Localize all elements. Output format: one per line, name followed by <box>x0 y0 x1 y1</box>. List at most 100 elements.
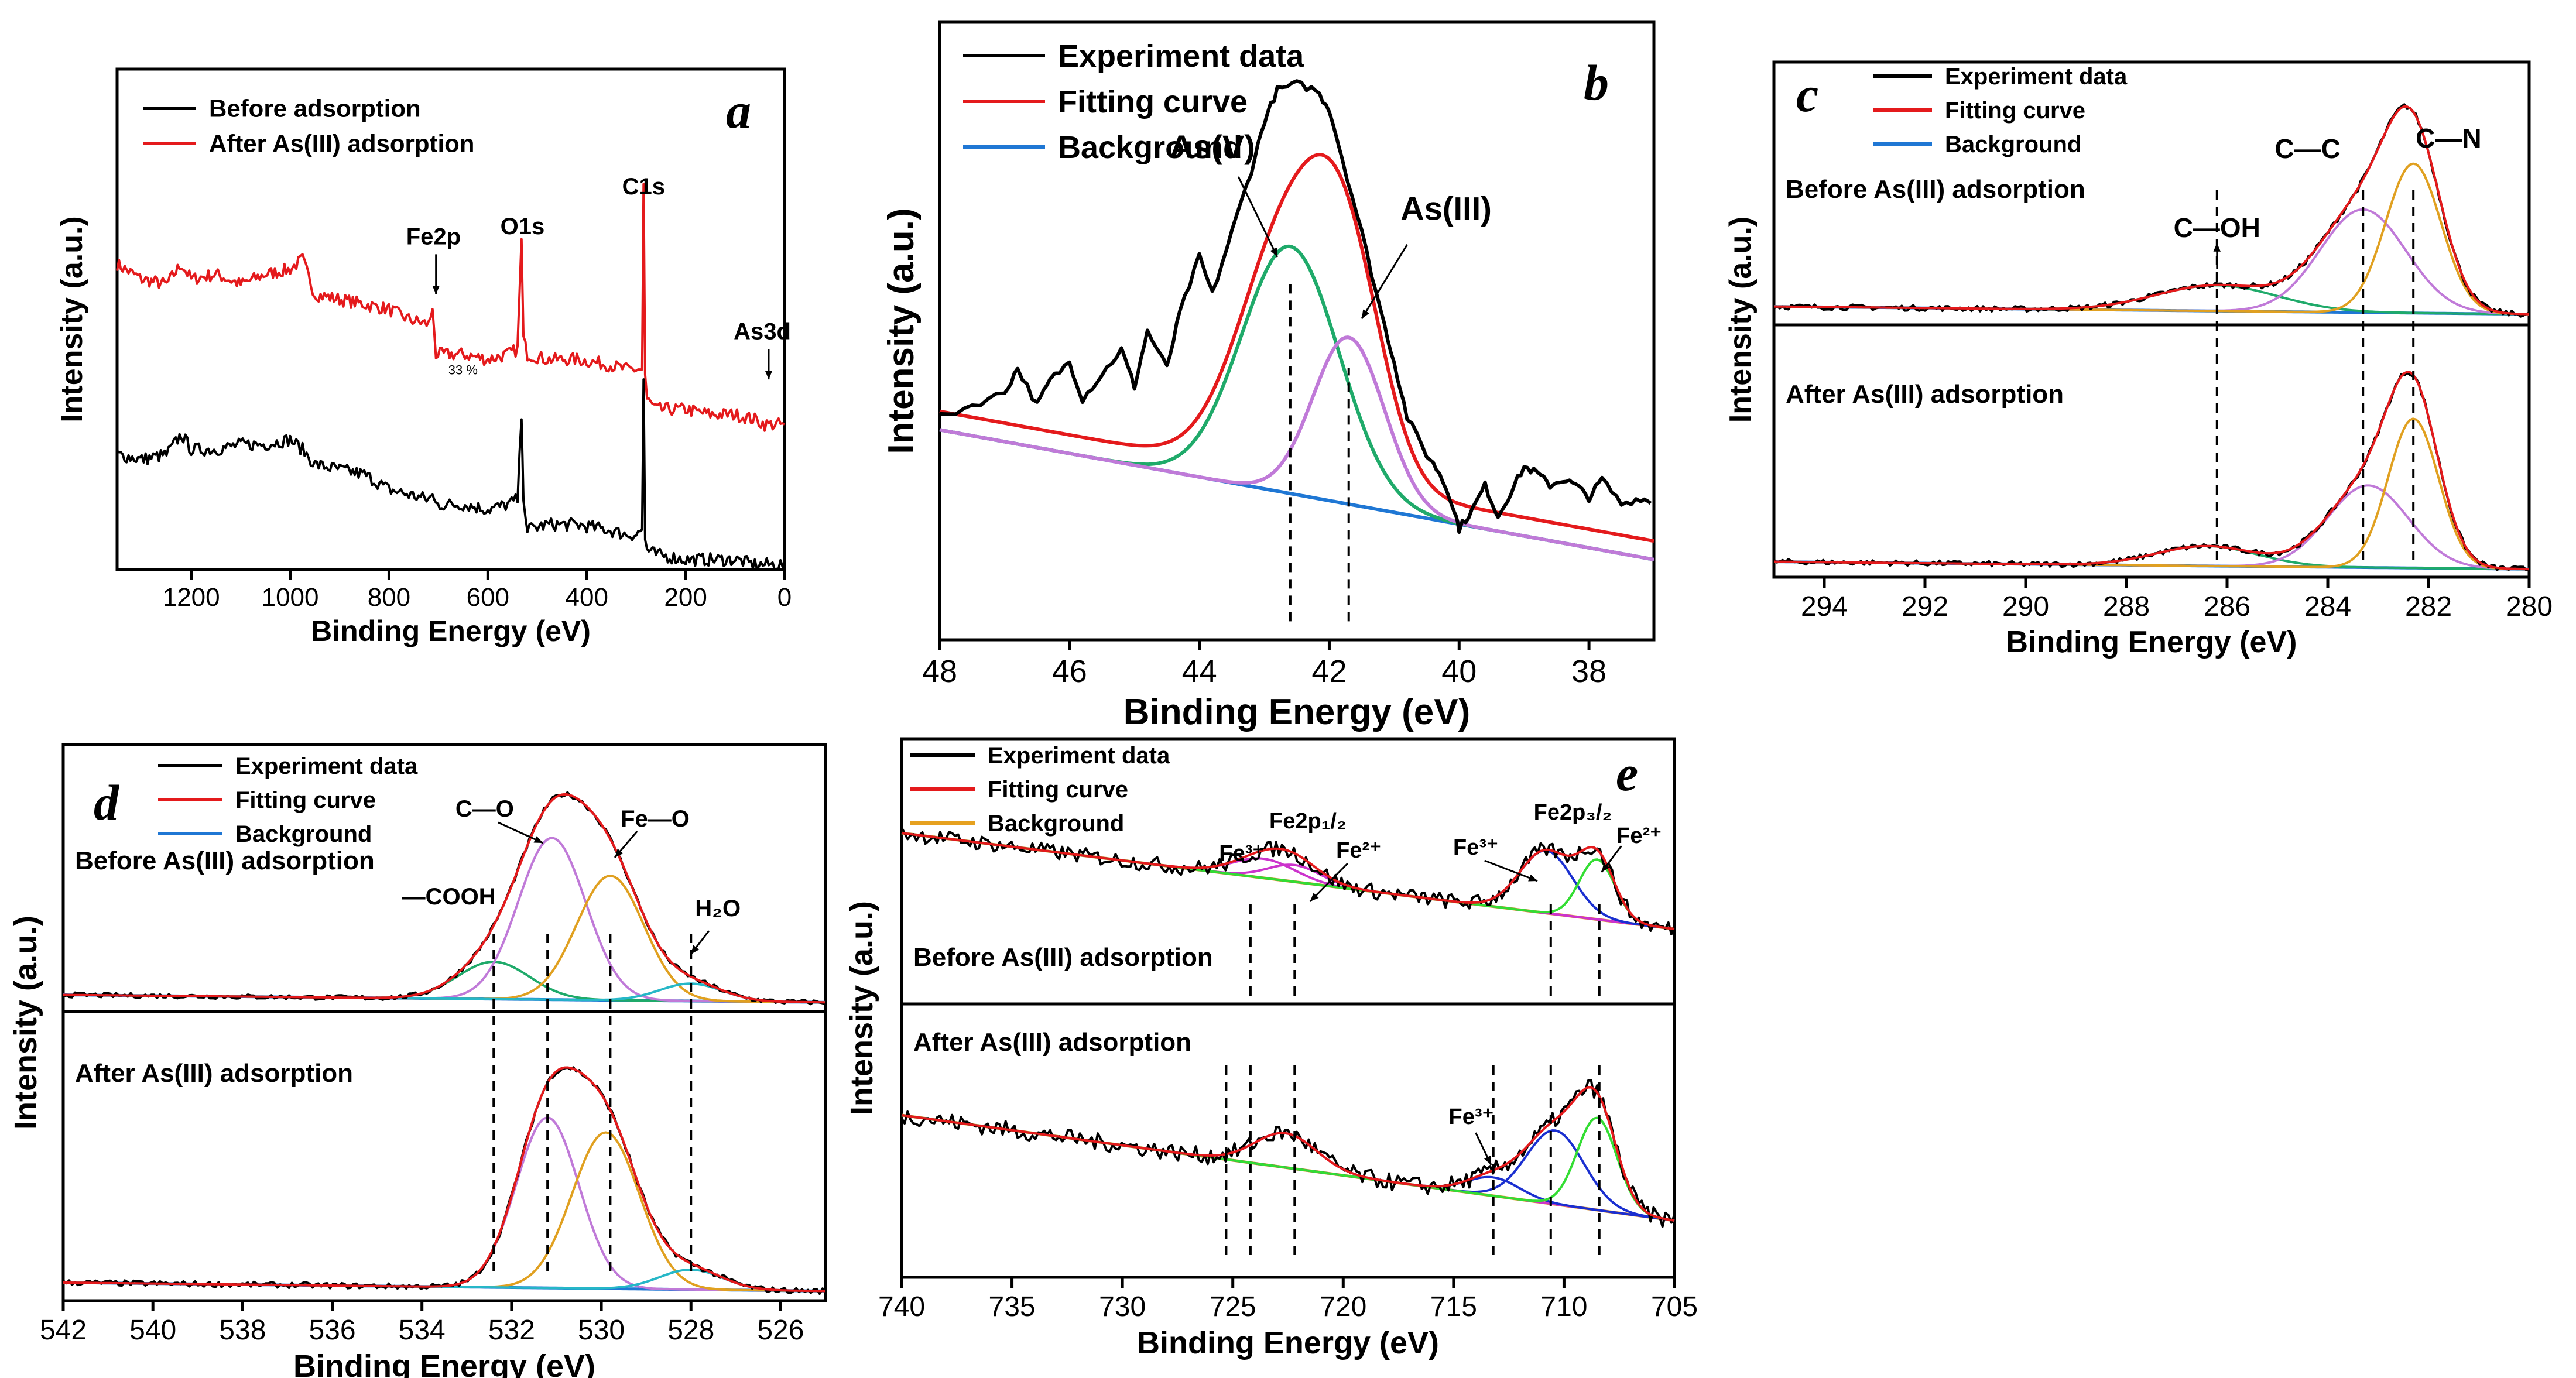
arrow-head <box>691 945 700 954</box>
legend-entry: Before adsorption <box>209 95 421 122</box>
peak-annotation: Fe2p <box>406 224 461 249</box>
peak-annotation: Fe2p₁/₂ <box>1269 809 1347 834</box>
x-tick-label: 200 <box>664 583 707 612</box>
x-tick-label: 44 <box>1182 654 1217 689</box>
component-peak <box>1773 208 2530 316</box>
peak-annotation: H₂O <box>695 896 741 921</box>
x-tick-label: 48 <box>922 654 957 689</box>
y-axis-label: Intensity (a.u.) <box>55 216 89 422</box>
panel-e: 740 735 730 725 720 715 710 705 Binding Energy (… <box>844 737 1698 1360</box>
panel-label: d <box>94 774 120 831</box>
component-peak <box>63 1116 825 1293</box>
legend-entry: Fitting curve <box>1058 84 1248 119</box>
subplot-label: Before As(III) adsorption <box>1786 175 2085 204</box>
x-axis-label: Binding Energy (eV) <box>1137 1325 1439 1360</box>
arrow-head <box>1310 893 1319 901</box>
peak-annotation: Fe2p₃/₂ <box>1534 800 1612 825</box>
subplot-label: Before As(III) adsorption <box>913 943 1213 972</box>
peak-annotation: C—C <box>2274 133 2340 164</box>
x-tick-label: 280 <box>2506 591 2553 622</box>
legend-entry: Background <box>988 811 1124 837</box>
component-peak <box>939 335 1654 561</box>
peak-annotation: Fe³⁺ <box>1453 835 1498 860</box>
arrow-head <box>2213 243 2221 252</box>
x-tick-label: 725 <box>1210 1291 1256 1322</box>
x-tick-label: 526 <box>757 1315 804 1346</box>
x-tick-label: 284 <box>2304 591 2351 622</box>
arrow-head <box>1361 309 1369 319</box>
x-tick-label: 532 <box>488 1315 535 1346</box>
legend-entry: Fitting curve <box>1945 98 2085 124</box>
experiment-line <box>900 1079 1676 1228</box>
panel-b-frame <box>938 20 1656 642</box>
panel-c-frame <box>1772 60 2531 579</box>
x-tick-label: 538 <box>219 1315 266 1346</box>
x-tick-label: 1200 <box>163 583 220 612</box>
panel-d-frame <box>61 743 827 1302</box>
x-tick-label: 540 <box>129 1315 176 1346</box>
peak-annotation: As(III) <box>1400 190 1492 227</box>
x-tick-label: 530 <box>578 1315 625 1346</box>
x-axis-label: Binding Energy (eV) <box>1123 692 1470 732</box>
peak-annotation: C—OH <box>2174 212 2260 243</box>
peak-annotation: As(V) <box>1170 128 1255 165</box>
peak-annotation: C1s <box>622 174 665 200</box>
x-tick-label: 800 <box>368 583 410 612</box>
experiment-line <box>62 1066 827 1295</box>
series-line <box>116 378 786 571</box>
x-tick-label: 542 <box>40 1315 87 1346</box>
peak-annotation: O1s <box>501 214 545 239</box>
x-tick-label: 705 <box>1651 1291 1698 1322</box>
arrow-head <box>533 836 543 843</box>
experiment-line <box>939 79 1652 534</box>
component-peak <box>939 244 1654 561</box>
fitting-line <box>939 153 1654 543</box>
x-tick-label: 0 <box>777 583 792 612</box>
x-tick-label: 720 <box>1320 1291 1366 1322</box>
peak-annotation: C—N <box>2416 123 2481 153</box>
component-peak <box>63 1131 825 1293</box>
arrow-head <box>615 848 624 858</box>
panel-c: 294 292 290 288 286 284 282 280 Binding Energy (… <box>1724 60 2553 659</box>
arrow-head <box>1601 863 1610 872</box>
fitting-line <box>63 793 825 1004</box>
fitting-line <box>1774 371 2530 571</box>
x-tick-label: 46 <box>1052 654 1087 689</box>
series-line <box>116 183 785 432</box>
subplot-label: After As(III) adsorption <box>75 1059 353 1088</box>
peak-annotation: As3d <box>734 319 791 345</box>
peak-annotation: C—O <box>455 796 514 822</box>
x-tick-label: 740 <box>878 1291 925 1322</box>
x-tick-label: 286 <box>2204 591 2250 622</box>
fe2-arrow-1 <box>1309 862 1348 903</box>
peak-annotation: Fe³⁺ <box>1219 841 1264 866</box>
panel-label: b <box>1584 54 1609 111</box>
x-tick-label: 40 <box>1441 654 1477 689</box>
panel-b: 48 46 44 42 40 38 Binding Energy (eV) Intensity… <box>881 20 1656 732</box>
panel-label: c <box>1796 66 1818 122</box>
x-tick-label: 600 <box>467 583 509 612</box>
subplot-label: After As(III) adsorption <box>1786 380 2064 409</box>
x-tick-label: 42 <box>1311 654 1347 689</box>
panel-e-frame <box>900 737 1676 1279</box>
x-tick-label: 534 <box>399 1315 446 1346</box>
legend-entry: Experiment data <box>1058 39 1304 74</box>
x-tick-label: 290 <box>2002 591 2049 622</box>
x-tick-label: 282 <box>2405 591 2452 622</box>
fitting-line <box>1773 105 2530 316</box>
x-tick-label: 730 <box>1099 1291 1146 1322</box>
y-axis-label: Intensity (a.u.) <box>881 208 922 454</box>
legend-entry: Background <box>1058 130 1242 165</box>
panel-a-frame <box>115 67 786 571</box>
x-axis-label: Binding Energy (eV) <box>311 615 591 647</box>
peak-annotation: Fe²⁺ <box>1616 824 1662 848</box>
legend-entry: Background <box>1945 132 2081 157</box>
asiii-arrow <box>1361 244 1408 320</box>
y-axis-label: Intensity (a.u.) <box>844 901 879 1115</box>
x-axis-label: Binding Energy (eV) <box>293 1349 595 1378</box>
fitting-line <box>63 1066 825 1293</box>
legend-entry: Fitting curve <box>988 777 1128 803</box>
x-tick-label: 710 <box>1540 1291 1587 1322</box>
arrow-head <box>1484 1156 1491 1165</box>
panel-label: e <box>1616 745 1638 801</box>
